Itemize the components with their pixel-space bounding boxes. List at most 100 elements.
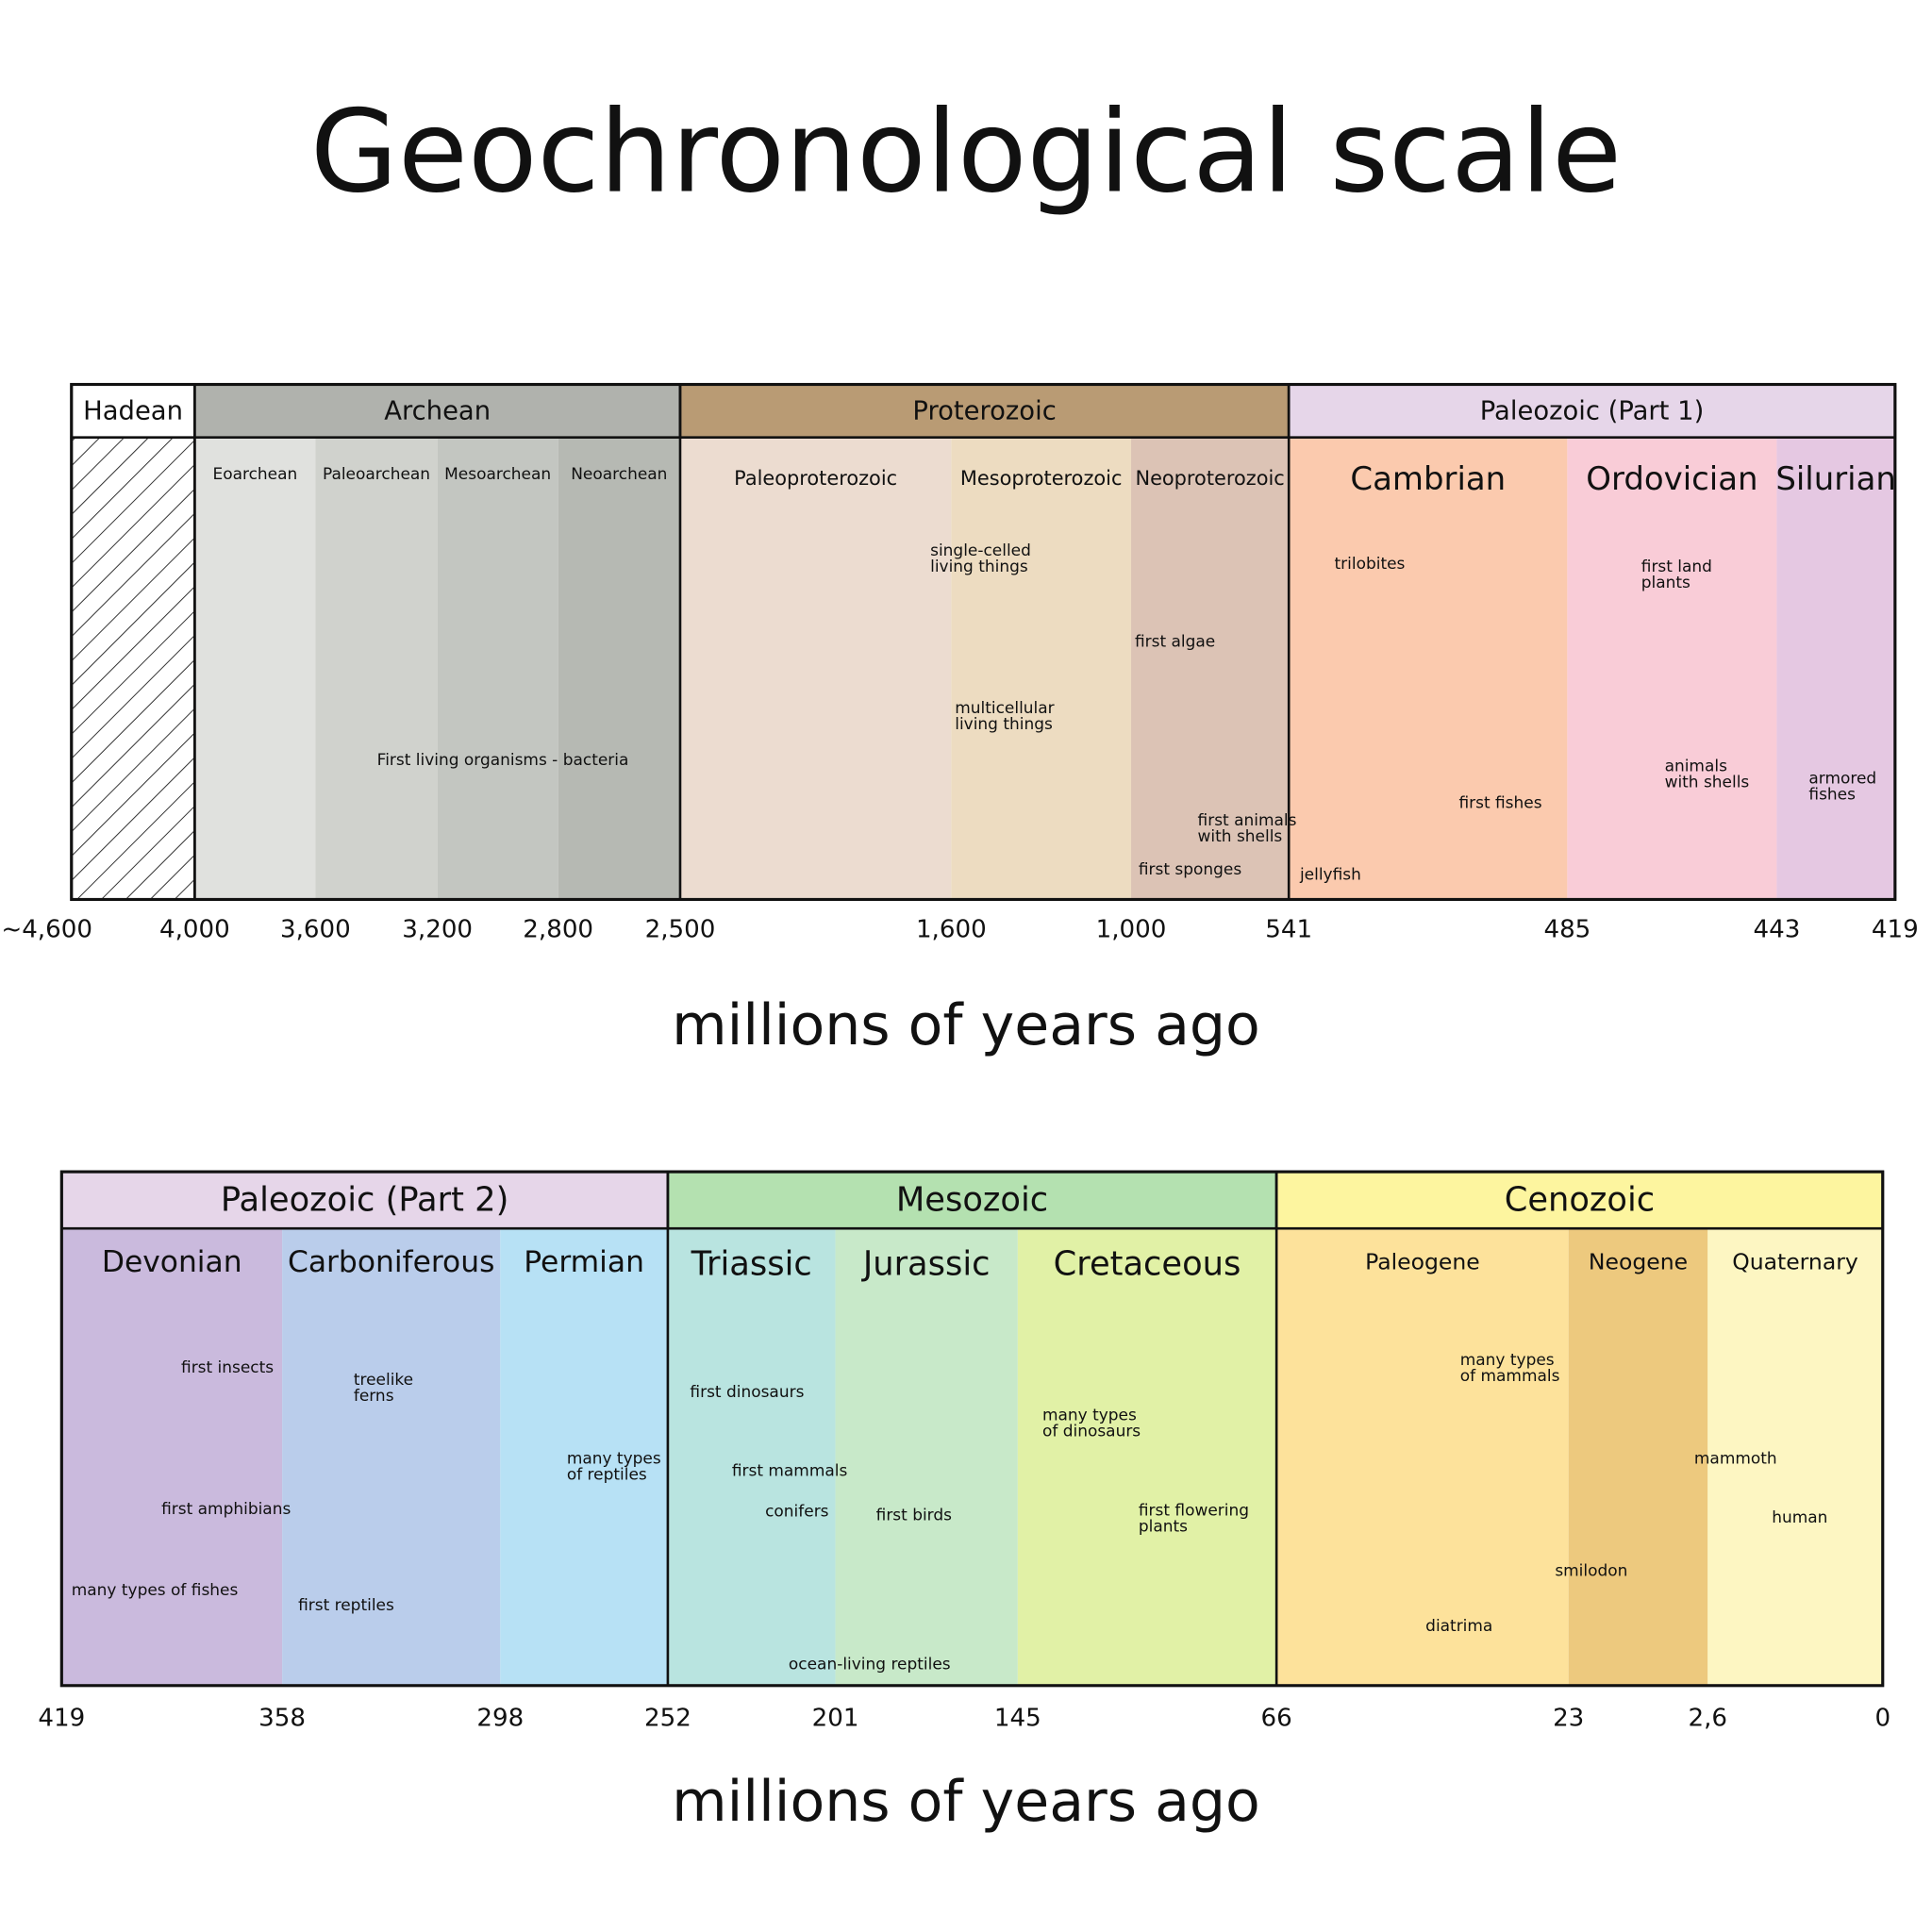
annotation: living things (955, 715, 1053, 734)
annotation: with shells (1665, 773, 1750, 791)
period-band (1776, 437, 1895, 900)
hadean-hatch (70, 436, 196, 901)
annotation: of dinosaurs (1042, 1423, 1141, 1441)
annotation: first land (1641, 558, 1712, 576)
annotation: first dinosaurs (690, 1383, 804, 1402)
eon-header (1287, 383, 1897, 439)
annotation: plants (1641, 574, 1690, 592)
period-band (667, 1228, 836, 1686)
annotation: first algae (1135, 632, 1215, 651)
period-band (437, 437, 558, 900)
tick-label: 4,000 (159, 916, 230, 944)
annotation: diatrima (1425, 1617, 1492, 1636)
tick-label: 1,000 (1096, 916, 1167, 944)
annotation: first birds (876, 1507, 952, 1525)
eon-label: Hadean (83, 396, 183, 425)
eon-header (666, 1170, 1278, 1230)
period-label: Triassic (691, 1244, 812, 1283)
tick-label: 3,200 (402, 916, 473, 944)
tick-label: 485 (1543, 916, 1591, 944)
annotation: fishes (1808, 785, 1856, 804)
tick-label: 2,800 (523, 916, 593, 944)
tick-label: 298 (476, 1705, 524, 1733)
period-label: Ordovician (1586, 460, 1757, 498)
period-band (835, 1228, 1018, 1686)
annotation: first insects (181, 1358, 274, 1377)
period-band (1131, 437, 1290, 900)
eon-label: Proterozoic (912, 396, 1056, 425)
period-band (315, 437, 438, 900)
annotation: First living organisms - bacteria (377, 751, 629, 770)
period-label: Carboniferous (288, 1245, 494, 1279)
tick-label: 541 (1265, 916, 1312, 944)
annotation: ocean-living reptiles (789, 1656, 951, 1674)
annotation: first reptiles (298, 1596, 394, 1615)
tick-label: 23 (1553, 1705, 1584, 1733)
period-label: Silurian (1775, 460, 1896, 498)
period-band (1568, 1228, 1708, 1686)
tick-label: 145 (994, 1705, 1041, 1733)
period-band (61, 1228, 283, 1686)
annotation: trilobites (1335, 555, 1406, 574)
period-label: Jurassic (861, 1244, 991, 1283)
annotation: many types of fishes (72, 1581, 239, 1600)
annotation: first flowering (1139, 1501, 1249, 1520)
tick-label: 2,6 (1689, 1705, 1728, 1733)
eon-label: Archean (384, 396, 491, 425)
tick-label: 3,600 (280, 916, 351, 944)
tick-label: 252 (644, 1705, 691, 1733)
annotation: plants (1139, 1517, 1188, 1536)
period-label: Mesoproterozoic (960, 467, 1123, 490)
annotation: living things (930, 558, 1028, 576)
annotation: mammoth (1694, 1449, 1777, 1468)
period-label: Paleogene (1365, 1248, 1480, 1274)
tick-label: 0 (1874, 1705, 1890, 1733)
eon-label: Cenozoic (1505, 1180, 1655, 1219)
period-label: Paleoarchean (323, 465, 430, 484)
period-label: Paleoproterozoic (734, 467, 897, 490)
period-band (951, 437, 1132, 900)
annotation: with shells (1198, 827, 1283, 846)
annotation: jellyfish (1299, 865, 1361, 884)
annotation: of mammals (1460, 1367, 1560, 1386)
annotation: first mammals (732, 1462, 848, 1481)
period-label: Eoarchean (212, 465, 297, 484)
period-band (679, 437, 952, 900)
period-band (1567, 437, 1777, 900)
period-band (500, 1228, 668, 1686)
tick-label: 2,500 (645, 916, 716, 944)
period-label: Cretaceous (1054, 1244, 1241, 1283)
annotation: many types (1042, 1407, 1137, 1425)
annotation: treelike (354, 1371, 413, 1390)
tick-label: 358 (258, 1705, 306, 1733)
axis-label: millions of years ago (672, 1769, 1260, 1835)
annotation: first fishes (1458, 794, 1541, 813)
tick-label: 419 (38, 1705, 85, 1733)
annotation: first sponges (1139, 860, 1242, 879)
period-label: Cambrian (1350, 460, 1506, 498)
period-label: Devonian (102, 1245, 242, 1279)
eon-header (193, 383, 682, 439)
annotation: armored (1808, 769, 1876, 788)
annotation: many types (1460, 1351, 1555, 1370)
annotation: first animals (1198, 811, 1297, 830)
period-band (1707, 1228, 1883, 1686)
period-label: Permian (524, 1245, 644, 1279)
annotation: of reptiles (567, 1465, 647, 1484)
period-band (194, 437, 316, 900)
eon-label: Paleozoic (Part 2) (221, 1180, 509, 1219)
annotation: smilodon (1555, 1561, 1627, 1580)
tick-label: 201 (812, 1705, 859, 1733)
annotation: first amphibians (161, 1500, 291, 1519)
period-label: Mesoarchean (444, 465, 551, 484)
row-frame (70, 382, 1897, 902)
annotation: single-celled (930, 541, 1031, 560)
title: Geochronological scale (310, 86, 1622, 218)
tick-label: 443 (1754, 916, 1801, 944)
annotation: conifers (765, 1503, 829, 1522)
annotation: human (1772, 1508, 1827, 1527)
period-band (1276, 1228, 1569, 1686)
annotation: ferns (354, 1387, 394, 1406)
